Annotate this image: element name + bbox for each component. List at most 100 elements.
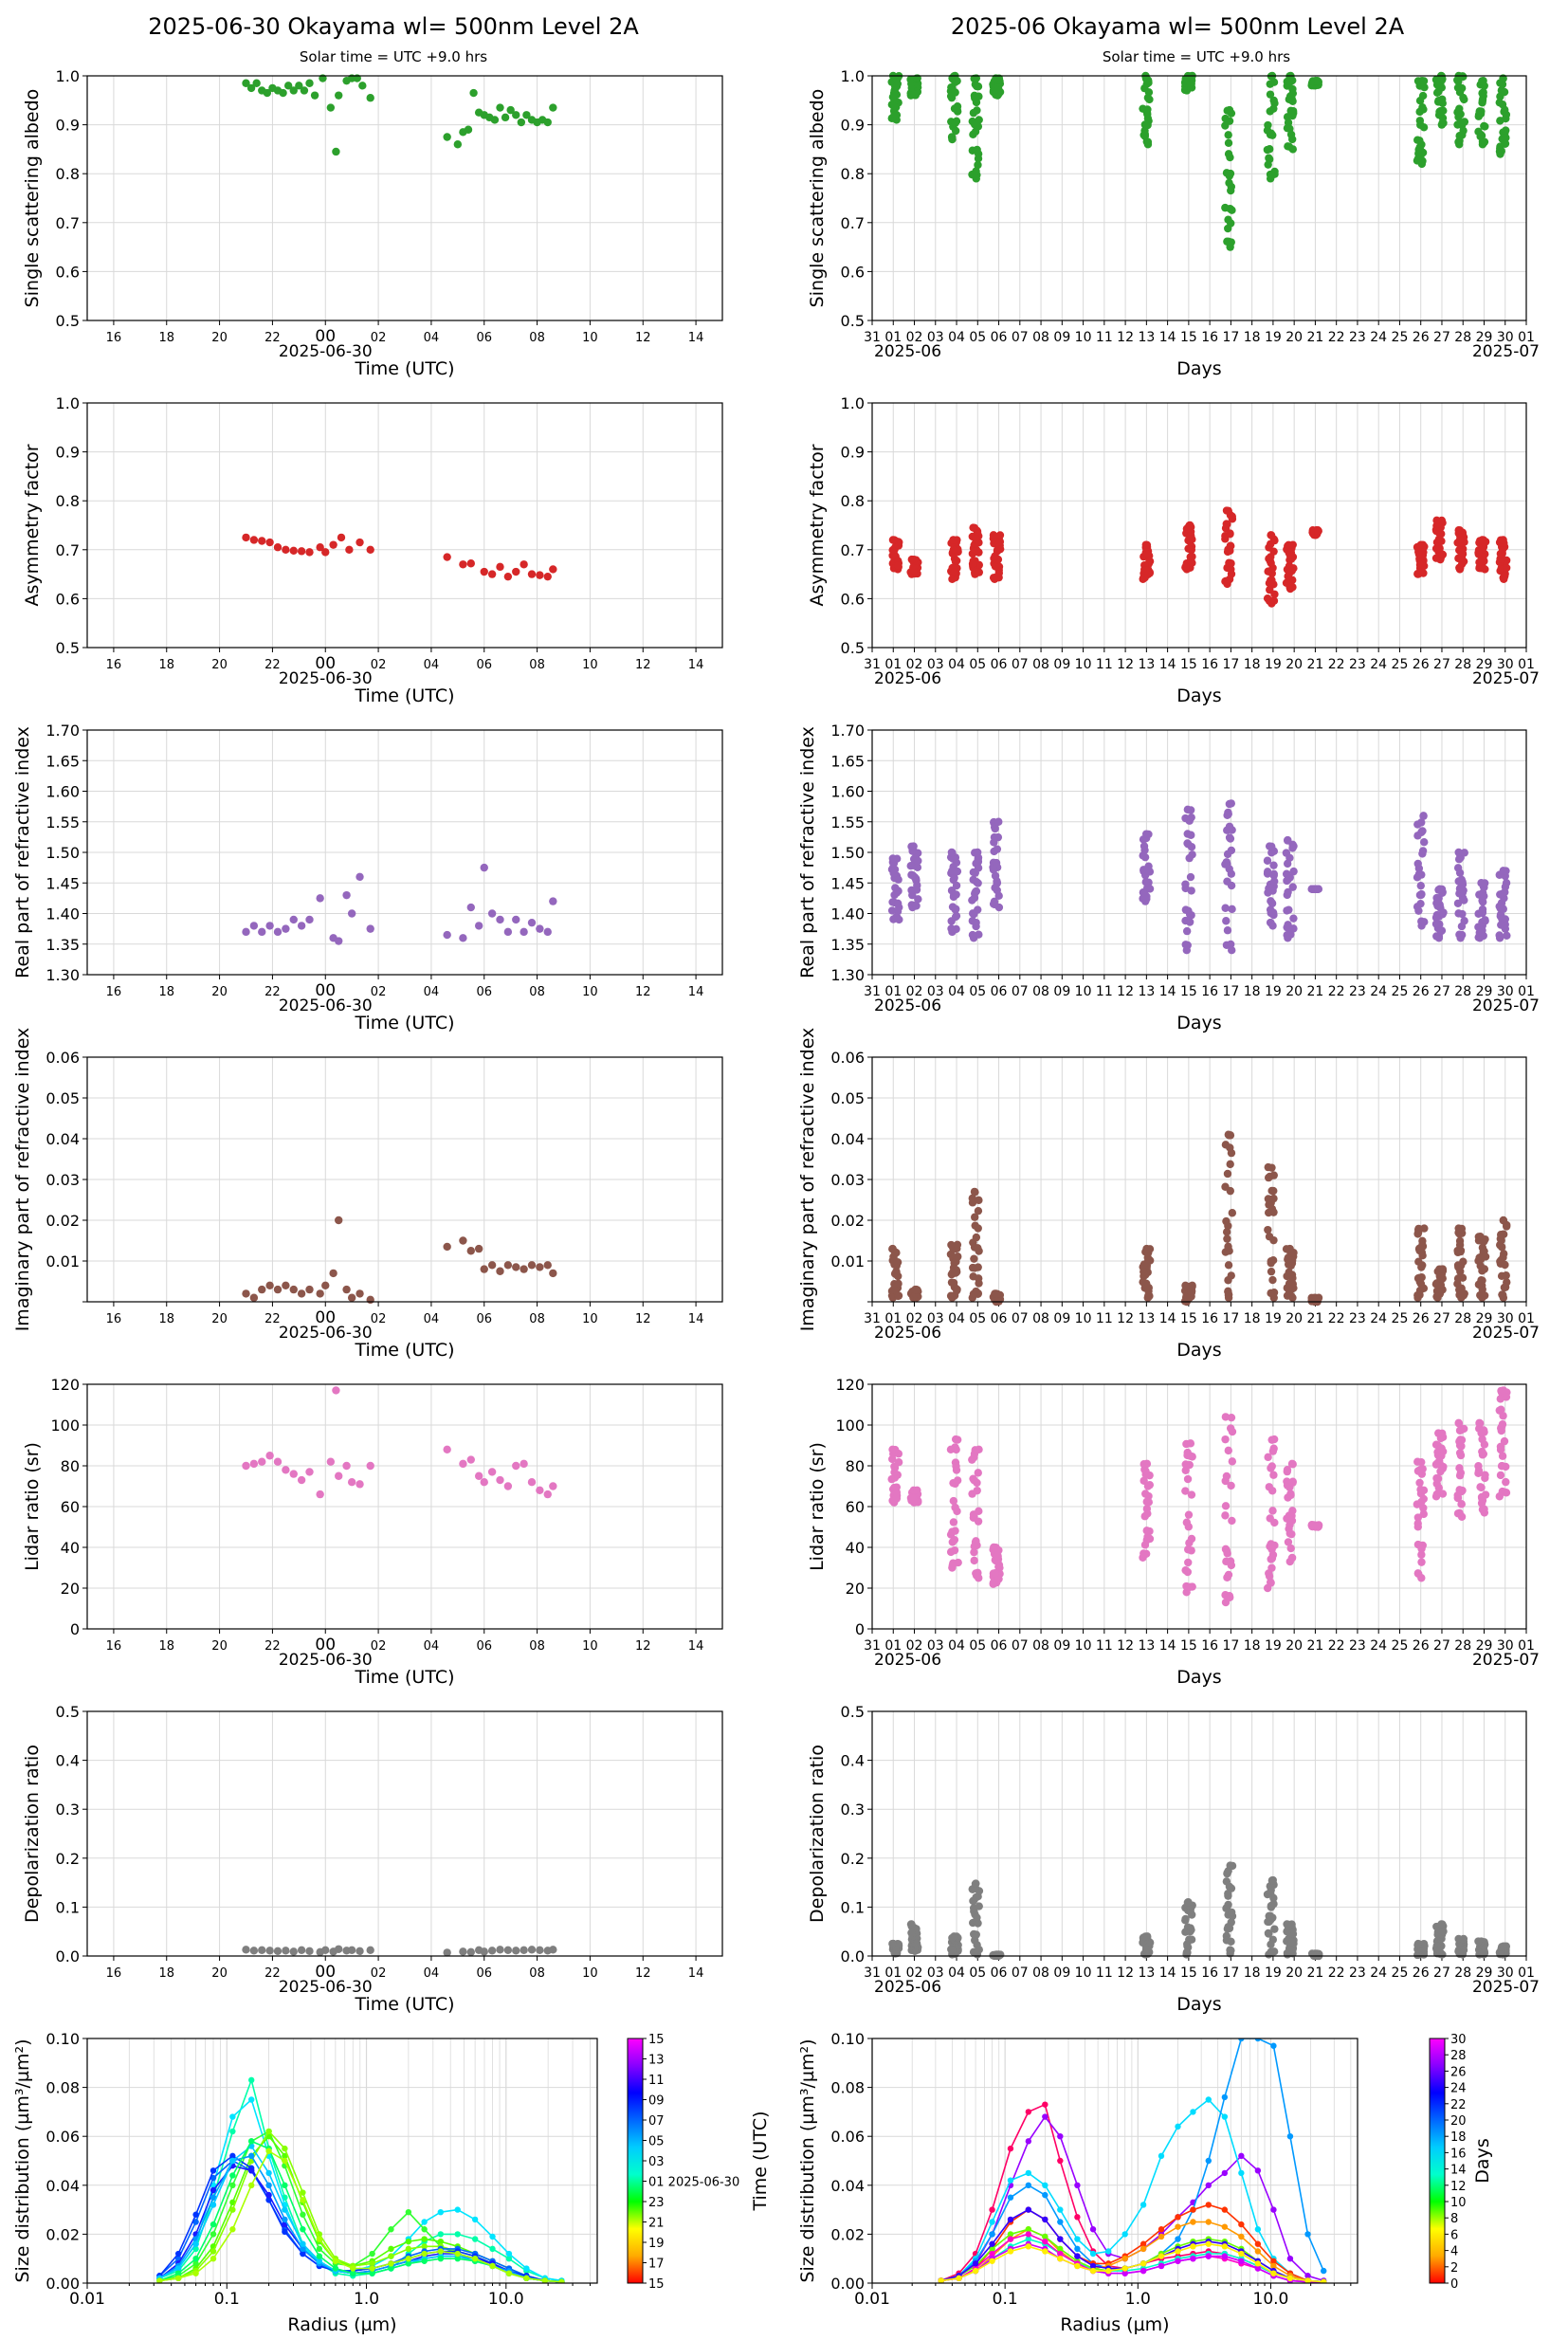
- monthly-size-series-line: [940, 2098, 1324, 2283]
- daily-size-series-point: [265, 2128, 272, 2135]
- daily-size-series-point: [174, 2270, 182, 2276]
- monthly-lidar-point: [1502, 1477, 1510, 1487]
- monthly-lidar-point: [888, 1445, 897, 1454]
- monthly-lidar-point: [975, 1445, 983, 1454]
- daily-imag-point: [289, 1285, 298, 1294]
- daily-lidar-xtick-label: 10: [582, 1639, 598, 1654]
- daily-size-series-point: [229, 2182, 236, 2188]
- monthly-size-series-point: [1304, 2231, 1311, 2238]
- monthly-imag-xtick-label: 05: [969, 1311, 986, 1326]
- monthly-imag-xtick-label: 13: [1138, 1311, 1155, 1326]
- daily-real-ylabel: Real part of refractive index: [12, 726, 33, 978]
- daily-lidar-xtick-label: 02: [371, 1639, 387, 1654]
- monthly-size-series-point: [1175, 2214, 1181, 2221]
- monthly-ssa-ytick-label: 0.7: [841, 214, 865, 232]
- monthly-real-point: [968, 930, 977, 940]
- monthly-lidar-point: [1498, 1452, 1507, 1460]
- daily-asym-point: [321, 548, 330, 557]
- monthly-ssa-point: [1479, 92, 1487, 101]
- monthly-lidar-point: [1267, 1545, 1276, 1554]
- monthly-real-point: [1283, 859, 1292, 868]
- monthly-imag-point: [1453, 1246, 1462, 1255]
- monthly-imag-ytick-label: 0.03: [830, 1171, 865, 1189]
- monthly-size-series-point: [1270, 2270, 1277, 2276]
- daily-asym-point: [273, 543, 283, 552]
- monthly-lidar-point: [1269, 1435, 1279, 1444]
- monthly-ssa-xtick-label: 25: [1392, 330, 1409, 345]
- daily-ssa-point: [289, 86, 298, 95]
- monthly-ssa-xtick-label: 10: [1075, 330, 1092, 345]
- daily-size-series-point: [489, 2233, 496, 2240]
- daily-size-series-point: [210, 2167, 217, 2174]
- monthly-real-point: [994, 891, 1003, 901]
- daily-depol-ytick-label: 0.5: [56, 1703, 80, 1721]
- daily-size-series-point: [454, 2256, 461, 2262]
- monthly-real-point: [887, 906, 897, 915]
- daily-imag-point: [273, 1285, 283, 1294]
- monthly-ssa-point: [1269, 96, 1278, 105]
- daily-real-point: [543, 927, 552, 937]
- monthly-real-point: [1227, 846, 1236, 855]
- monthly-lidar-point: [1183, 1474, 1193, 1484]
- monthly-lidar-xtick-label: 02: [906, 1638, 923, 1654]
- monthly-size-series-point: [1057, 2256, 1064, 2262]
- monthly-lidar-point: [1453, 1490, 1462, 1500]
- daily-size-series-point: [421, 2243, 428, 2250]
- monthly-asym-point: [1455, 535, 1465, 544]
- daily-real-point: [474, 922, 483, 930]
- daily-real-ytick-label: 1.60: [46, 783, 80, 801]
- monthly-ssa-frame: [871, 75, 1527, 321]
- monthly-depol-point: [950, 1932, 958, 1941]
- monthly-lidar-point: [1142, 1459, 1152, 1469]
- monthly-real-point: [1435, 885, 1444, 893]
- monthly-real-ytick-label: 1.45: [830, 874, 865, 892]
- daily-size-series-point: [316, 2236, 323, 2242]
- monthly-real-point: [991, 824, 999, 833]
- daily-depol-point: [289, 1947, 298, 1956]
- monthly-lidar-ytick-label: 100: [835, 1417, 865, 1435]
- monthly-real-xtick-label: 17: [1222, 984, 1239, 999]
- monthly-lidar-point: [1419, 1494, 1428, 1504]
- daily-asym-xtick-label: 16: [106, 658, 122, 672]
- monthly-real-point: [1498, 915, 1506, 923]
- monthly-ssa-point: [1143, 105, 1152, 114]
- monthly-size-series-point: [1221, 2206, 1229, 2213]
- monthly-depol-point: [1458, 1948, 1468, 1958]
- monthly-depol-point: [1145, 1938, 1155, 1947]
- monthly-size-series-point: [1190, 2206, 1196, 2213]
- monthly-asym-xtick-label: 19: [1265, 657, 1282, 672]
- monthly-imag-point: [1267, 1186, 1276, 1196]
- monthly-ssa-xtick-label: 09: [1053, 330, 1070, 345]
- right-colorbar-tick-label: 16: [1450, 2147, 1467, 2161]
- daily-real-point: [503, 927, 513, 937]
- monthly-asym-point: [1478, 536, 1486, 544]
- monthly-size-series-point: [1057, 2245, 1064, 2253]
- daily-lidar-point: [443, 1445, 451, 1454]
- monthly-lidar-panel: 31 01 02 03 04 05 06 07 08 09 10 11 12 13 14 15 16 17 18 19…: [807, 1376, 1540, 1688]
- monthly-imag-point: [1181, 1281, 1190, 1290]
- daily-ssa-ytick-label: 1.0: [56, 67, 80, 85]
- daily-asym-xtick-label: 00: [315, 654, 336, 673]
- monthly-imag-point: [1420, 1224, 1429, 1233]
- daily-asym-point: [305, 548, 314, 557]
- monthly-imag-point: [1476, 1233, 1485, 1241]
- daily-size-series-point: [350, 2265, 356, 2272]
- monthly-lidar-point: [1413, 1519, 1422, 1528]
- monthly-depol-point: [1222, 1936, 1231, 1945]
- daily-size-series-point: [421, 2219, 428, 2225]
- daily-size-series-point: [300, 2211, 306, 2218]
- daily-lidar-xtick-label: 12: [635, 1639, 651, 1654]
- daily-depol-xtick-label: 20: [211, 1966, 228, 1981]
- monthly-real-point: [1263, 856, 1272, 865]
- daily-asym-xtick-label: 10: [582, 658, 598, 672]
- daily-asym-point: [466, 559, 475, 568]
- daily-ssa-point: [246, 83, 256, 93]
- monthly-depol-xtick-label: 20: [1285, 1965, 1303, 1981]
- monthly-ssa-xtick-label: 01: [1518, 330, 1535, 345]
- monthly-lidar-point: [970, 1556, 978, 1565]
- monthly-lidar-point: [1227, 1561, 1236, 1570]
- daily-imag-point: [443, 1242, 451, 1252]
- monthly-ssa-point: [1415, 97, 1425, 105]
- daily-imag-xtick-label: 18: [158, 1312, 174, 1326]
